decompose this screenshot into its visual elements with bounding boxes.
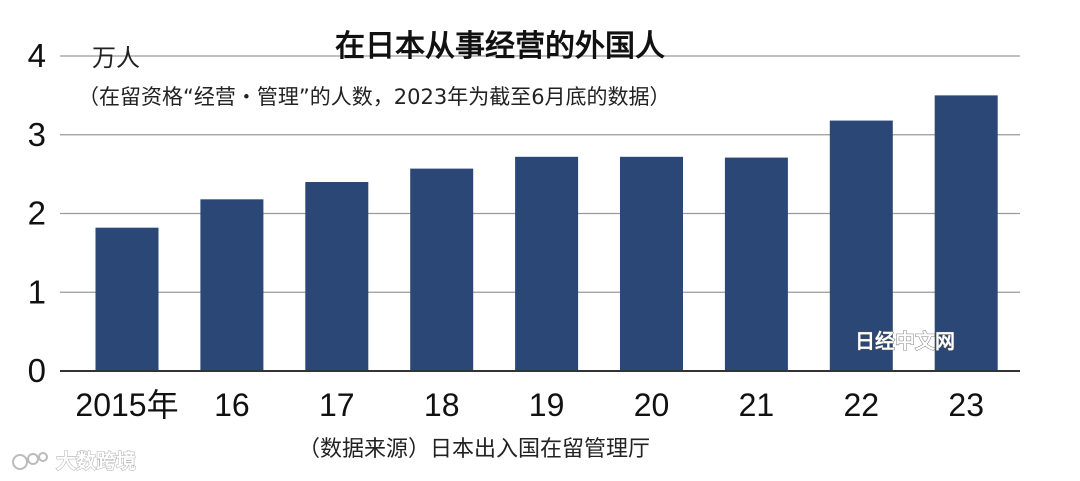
- chart-title: 在日本从事经营的外国人: [335, 29, 665, 64]
- x-tick-labels: 2015年 16 17 18 19 20 21 22 23: [75, 387, 984, 423]
- bar: [934, 95, 998, 371]
- x-tick-label: 21: [739, 387, 775, 423]
- y-tick-labels: 0 1 2 3 4: [28, 37, 46, 389]
- source-note: （数据来源）日本出入国在留管理厅: [298, 437, 650, 462]
- y-tick-label: 2: [28, 195, 46, 232]
- x-tick-label: 19: [529, 387, 565, 423]
- bar: [724, 157, 788, 371]
- unit-label: 万人: [92, 44, 140, 72]
- y-tick-label: 0: [28, 352, 46, 389]
- bar: [95, 227, 159, 371]
- x-tick-label: 18: [424, 387, 460, 423]
- x-tick-label: 20: [634, 387, 670, 423]
- chart-subtitle: （在留资格“经营・管理”的人数，2023年为截至6月底的数据）: [78, 85, 671, 109]
- bar: [515, 156, 579, 371]
- x-tick-label: 2015年: [75, 387, 178, 423]
- watermark: 大数跨境: [12, 449, 136, 473]
- bars: [95, 95, 998, 371]
- x-tick-label: 16: [214, 387, 250, 423]
- x-tick-label: 23: [948, 387, 984, 423]
- watermark-logo-icon: [12, 452, 48, 470]
- y-tick-label: 4: [28, 37, 46, 74]
- x-tick-label: 22: [844, 387, 880, 423]
- bar: [305, 182, 369, 371]
- bar: [410, 168, 474, 371]
- bar: [620, 156, 683, 371]
- y-tick-label: 1: [28, 273, 46, 310]
- y-tick-label: 3: [28, 116, 46, 153]
- bar: [829, 120, 893, 371]
- bar: [200, 199, 264, 371]
- watermark-text: 大数跨境: [56, 449, 136, 473]
- credit-logo: 日经中文网: [855, 329, 955, 353]
- x-tick-label: 17: [319, 387, 355, 423]
